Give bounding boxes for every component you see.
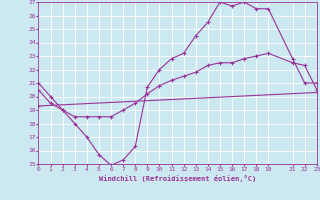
X-axis label: Windchill (Refroidissement éolien,°C): Windchill (Refroidissement éolien,°C) [99, 175, 256, 182]
